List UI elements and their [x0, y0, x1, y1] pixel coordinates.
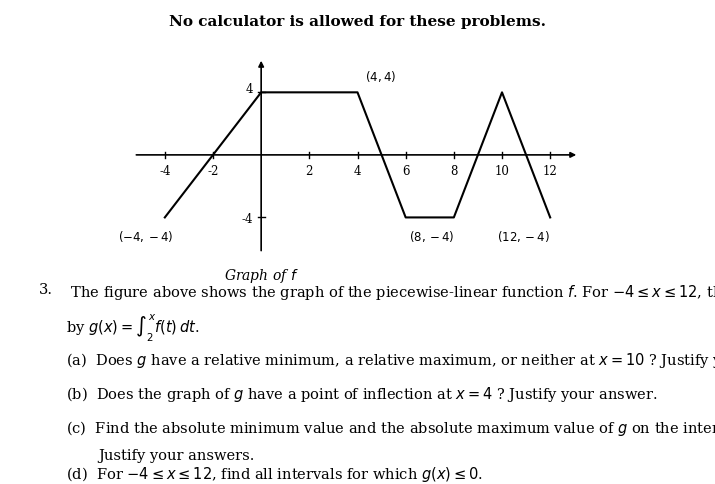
Text: -4: -4 — [241, 213, 252, 227]
Text: by $g(x) = \int_2^x f(t)\, dt$.: by $g(x) = \int_2^x f(t)\, dt$. — [66, 313, 199, 345]
Text: -2: -2 — [207, 165, 219, 178]
Text: Graph of $f$: Graph of $f$ — [224, 268, 299, 286]
Text: 8: 8 — [450, 165, 458, 178]
Text: 3.: 3. — [39, 283, 54, 297]
Text: $(-4, -4)$: $(-4, -4)$ — [118, 229, 173, 243]
Text: $(12, -4)$: $(12, -4)$ — [497, 229, 551, 243]
Text: 12: 12 — [543, 165, 558, 178]
Text: (a)  Does $g$ have a relative minimum, a relative maximum, or neither at $x = 10: (a) Does $g$ have a relative minimum, a … — [66, 351, 715, 370]
Text: 10: 10 — [495, 165, 510, 178]
Text: (c)  Find the absolute minimum value and the absolute maximum value of $g$ on th: (c) Find the absolute minimum value and … — [66, 419, 715, 438]
Text: 2: 2 — [305, 165, 313, 178]
Text: $(8, -4)$: $(8, -4)$ — [410, 229, 455, 243]
Text: -4: -4 — [159, 165, 171, 178]
Text: (b)  Does the graph of $g$ have a point of inflection at $x = 4$ ? Justify your : (b) Does the graph of $g$ have a point o… — [66, 385, 657, 404]
Text: Justify your answers.: Justify your answers. — [98, 449, 255, 463]
Text: $(4, 4)$: $(4, 4)$ — [365, 69, 396, 84]
Text: No calculator is allowed for these problems.: No calculator is allowed for these probl… — [169, 15, 546, 29]
Text: (d)  For $-4 \leq x \leq 12$, find all intervals for which $g(x) \leq 0$.: (d) For $-4 \leq x \leq 12$, find all in… — [66, 465, 483, 484]
Text: 4: 4 — [354, 165, 361, 178]
Text: 4: 4 — [245, 83, 252, 96]
Text: The figure above shows the graph of the piecewise-linear function $f$. For $-4 \: The figure above shows the graph of the … — [66, 283, 715, 302]
Text: 6: 6 — [402, 165, 410, 178]
